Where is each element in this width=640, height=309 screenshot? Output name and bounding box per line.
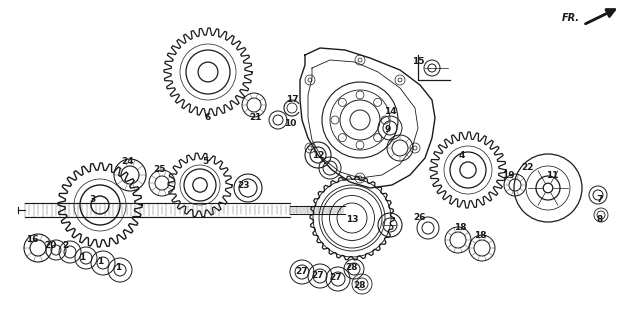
Text: 5: 5 (202, 158, 208, 167)
Text: FR.: FR. (562, 13, 580, 23)
Text: 10: 10 (284, 118, 296, 128)
Text: 6: 6 (205, 113, 211, 122)
Text: 4: 4 (459, 150, 465, 159)
Text: 18: 18 (454, 223, 467, 232)
Text: 13: 13 (346, 215, 358, 225)
Text: 16: 16 (26, 235, 38, 244)
Text: 23: 23 (237, 180, 249, 189)
Text: 14: 14 (384, 108, 396, 116)
Text: 28: 28 (354, 281, 366, 290)
Text: 20: 20 (44, 240, 56, 249)
Text: 27: 27 (330, 273, 342, 282)
Text: 3: 3 (89, 196, 95, 205)
Text: 27: 27 (312, 270, 324, 280)
Text: 19: 19 (502, 171, 515, 180)
Text: 17: 17 (285, 95, 298, 104)
Text: 28: 28 (346, 264, 358, 273)
Text: 12: 12 (312, 150, 324, 159)
Text: 8: 8 (597, 215, 603, 225)
Text: 11: 11 (546, 171, 558, 180)
Text: 7: 7 (597, 196, 603, 205)
Text: 1: 1 (79, 253, 85, 263)
Text: 26: 26 (413, 214, 426, 222)
Text: 15: 15 (412, 57, 424, 66)
Text: 22: 22 (522, 163, 534, 172)
Text: 25: 25 (154, 166, 166, 175)
Text: 2: 2 (62, 240, 68, 249)
Text: 1: 1 (115, 264, 121, 273)
Text: 24: 24 (122, 158, 134, 167)
Text: 9: 9 (385, 125, 391, 134)
Text: 21: 21 (249, 113, 261, 122)
Text: 27: 27 (296, 268, 308, 277)
Text: 1: 1 (97, 257, 103, 266)
Text: 18: 18 (474, 231, 486, 239)
